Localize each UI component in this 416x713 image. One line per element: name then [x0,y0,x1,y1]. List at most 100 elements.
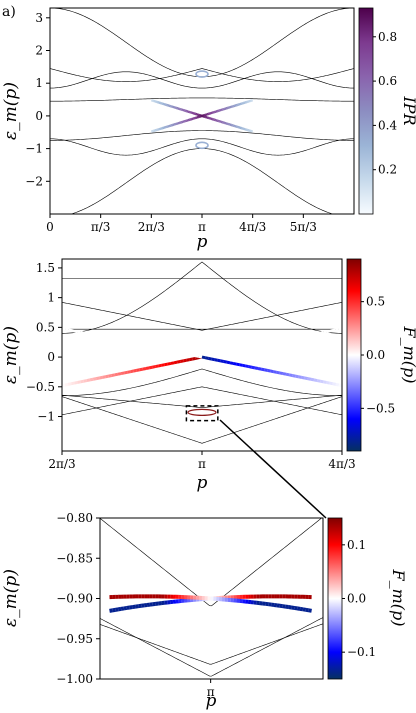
edge-state-segment [74,329,78,334]
edge-state-segment [291,373,296,378]
edge-state-segment [114,337,119,342]
bottom-ticks: π −1.00 −0.95 −0.90 −0.85 −0.80 [56,511,214,699]
edge-state-segment [319,379,324,384]
band-line [50,138,354,156]
edge-state-segment [123,339,128,344]
edge-state-segment [332,328,337,332]
edge-state-segment [273,370,277,374]
colorbar-tick-label: 0.1 [347,538,366,552]
edge-state-segment [158,346,162,351]
middle-colorbar [346,258,362,452]
band-line [62,261,342,334]
top-plot-area [50,8,354,214]
edge-state-segment [167,348,172,353]
edge-state-segment [257,367,262,371]
edge-state-segment [251,365,256,370]
edge-state-segment [198,354,203,359]
edge-state-segment [229,361,234,365]
edge-state-segment [319,330,324,335]
edge-state-segment [192,356,197,361]
edge-state-segment [170,349,175,353]
edge-state-segment [316,331,321,336]
bottom-colorbar-ticks: −0.1 0.0 0.1 [342,538,376,659]
edge-state-segment [183,351,187,356]
y-tick-label: −1 [25,142,43,156]
edge-state-segment [226,349,231,354]
top-colorbar-ticks: 0.2 0.4 0.6 0.8 [373,30,397,177]
edge-state-segment [64,327,69,332]
edge-state-segment [173,349,178,354]
edge-state-segment [301,334,305,339]
edge-state-segment [99,334,103,339]
edge-state-segment [235,362,240,367]
y-tick-label: 0 [35,109,43,123]
band-line [62,368,342,397]
edge-state-segment [80,330,85,335]
edge-state-segment [183,358,187,363]
edge-state-segment [158,363,162,368]
edge-state-segment [313,332,318,336]
edge-state-segment [117,372,122,376]
edge-state-segment [207,356,212,361]
colorbar-tick-label: 0.2 [378,163,397,177]
edge-state-segment [229,349,234,353]
edge-state-segment [136,342,141,346]
edge-state-segment [232,361,237,366]
edge-state-segment [179,359,184,363]
edge-state-segment [83,379,88,383]
edge-state-segment [139,367,144,372]
edge-state-segment [323,330,327,334]
band-line [50,68,354,82]
y-tick-label: 0 [47,350,55,364]
edge-state-segment [254,344,259,348]
edge-state-segment [279,339,284,343]
edge-state-segment [164,362,169,367]
edge-state-segment [92,377,97,381]
edge-state-segment [114,372,119,377]
edge-state-segment [86,378,91,383]
edge-state-segment [291,336,296,341]
edge-state-segment [310,377,315,382]
edge-state-segment [130,341,134,345]
edge-state-segment [155,364,159,369]
bottom-plot-area [100,518,323,677]
middle-panel: 2π/3 π 4π/3 −1 −0.5 0 0.5 1 1.5 p ε_m(p) −0.5 0.0… [1,258,416,493]
top-colorbar [358,7,374,215]
edge-state-segment [251,344,256,349]
edge-state-segment [316,379,321,383]
edge-state-segment [217,351,221,356]
edge-state-segment [338,327,342,331]
edge-state-segment [89,332,94,337]
edge-state-segment [270,341,274,345]
edge-state-segment [161,347,165,351]
edge-state-segment [332,382,337,386]
edge-state-segment [136,368,141,372]
edge-state-segment [329,328,333,333]
edge-state-segment [285,372,290,377]
edge-state-segment [62,383,66,388]
colorbar-tick-label: −0.1 [347,645,376,659]
edge-state-segment [282,372,287,376]
edge-state-segment [192,353,197,358]
edge-state-segment [223,360,228,364]
edge-state-segment [189,353,193,357]
edge-state-segment [117,338,122,343]
edge-state-segment [235,348,240,352]
edge-state-segment [189,357,193,362]
edge-state-segment [226,360,231,365]
edge-state-segment [133,341,137,346]
y-tick-label: −1 [37,410,55,424]
bottom-colorbar [327,517,343,680]
edge-state-segment [326,380,330,385]
middle-ticks: 2π/3 π 4π/3 −1 −0.5 0 0.5 1 1.5 [26,261,356,471]
edge-state-segment [242,363,246,368]
edge-state-segment [214,358,218,362]
edge-state-segment [111,373,116,377]
edge-state-segment [220,359,225,363]
edge-state-segment [105,335,109,340]
edge-state-segment [304,334,309,338]
edge-state-segment [64,382,69,387]
edge-state-segment [127,340,131,344]
y-tick-label: −0.95 [56,632,93,646]
